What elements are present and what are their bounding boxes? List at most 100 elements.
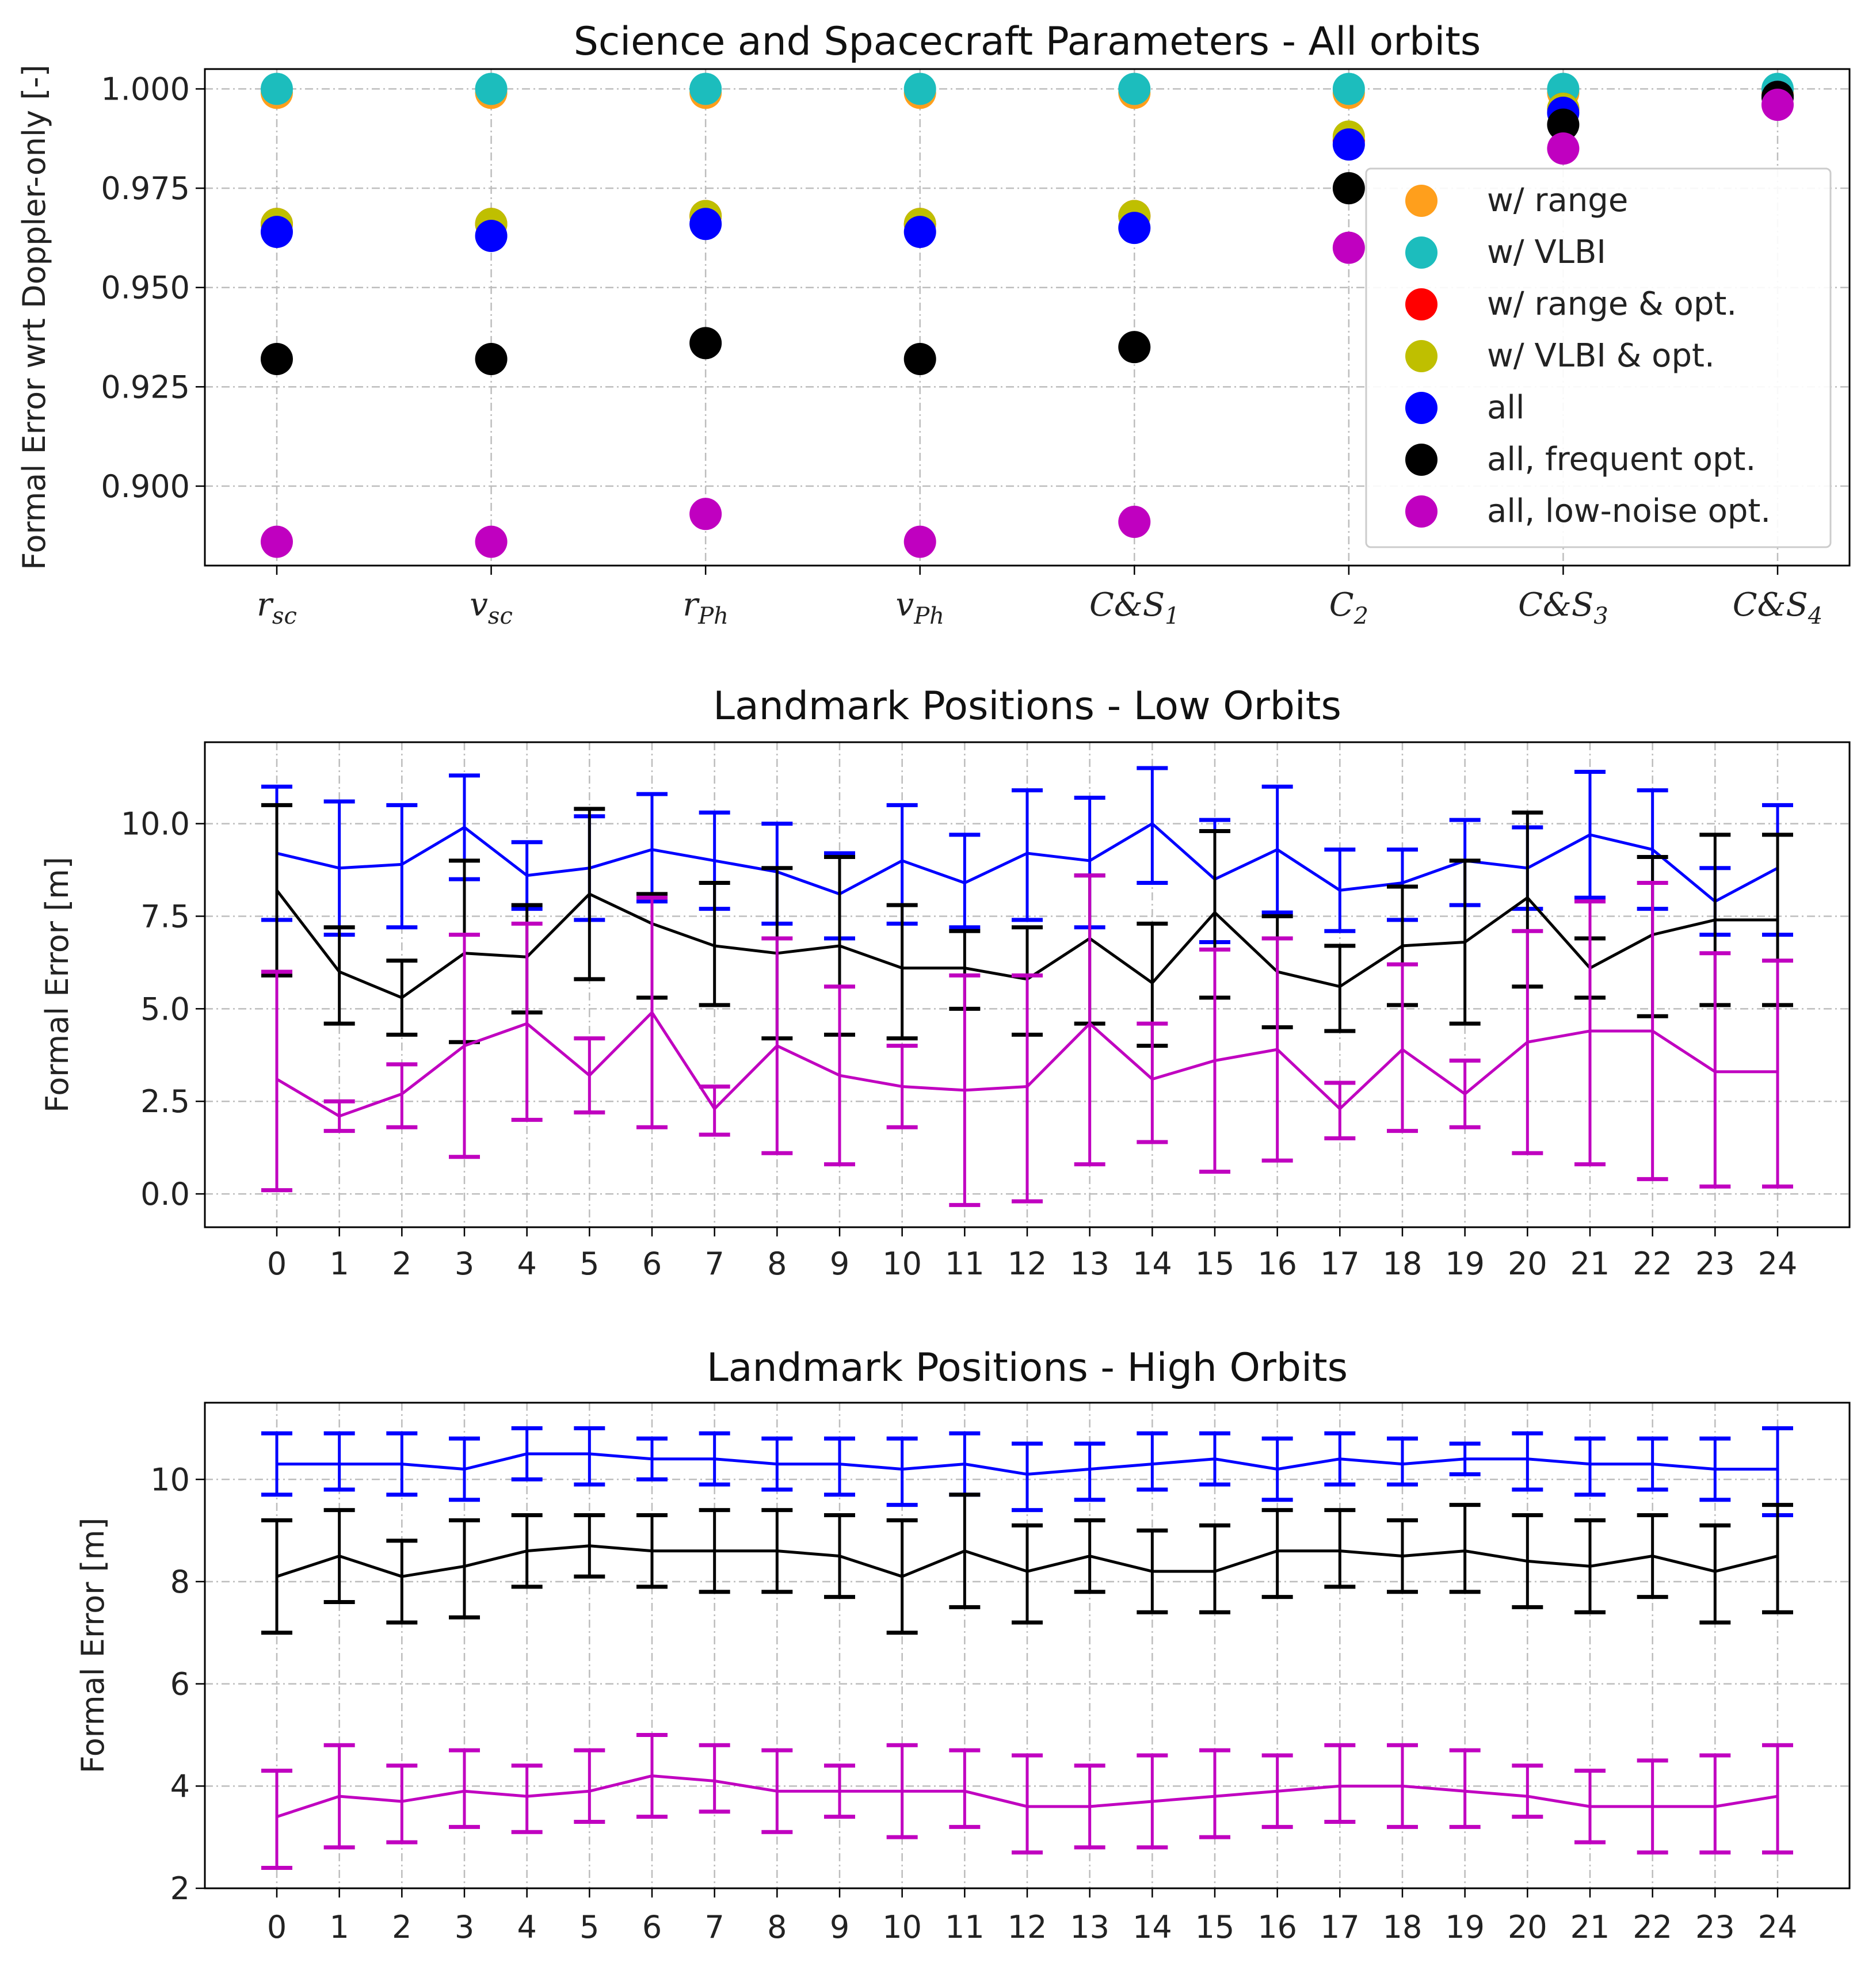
error-bar <box>949 833 981 930</box>
data-point <box>261 216 293 249</box>
legend-marker <box>1405 288 1437 320</box>
error-bar <box>1387 1436 1418 1487</box>
x-tick-label: 3 <box>455 1909 474 1945</box>
x-tick-label-sub: 1 <box>1165 603 1179 629</box>
x-tick-label: 18 <box>1383 1909 1423 1945</box>
error-bar <box>1387 962 1418 1133</box>
y-tick-label: 0.900 <box>101 468 190 505</box>
data-point <box>689 72 722 105</box>
series-all-low-noise-opt- <box>261 873 1793 1207</box>
x-tick-label: C&S1 <box>1089 586 1180 629</box>
y-axis-label: Formal Error wrt Doppler-only [-] <box>16 64 52 570</box>
error-bar <box>1574 1436 1606 1497</box>
y-tick-label: 8 <box>170 1564 190 1600</box>
x-tick-label: 3 <box>455 1246 474 1282</box>
error-bar <box>1261 1508 1293 1599</box>
series-all <box>261 1426 1793 1517</box>
x-tick-label: 10 <box>882 1909 922 1945</box>
error-bar <box>1074 1441 1105 1502</box>
x-tick-label: 1 <box>329 1246 349 1282</box>
y-tick-label: 4 <box>170 1768 190 1804</box>
error-bar <box>1137 1431 1168 1492</box>
series-line <box>276 1011 1778 1118</box>
x-tick-label-main: C&S <box>1089 586 1165 624</box>
x-tick-label: 16 <box>1257 1909 1297 1945</box>
x-tick-label: 19 <box>1445 1246 1485 1282</box>
error-bar <box>261 1769 292 1870</box>
data-point <box>475 72 508 105</box>
legend-box <box>1365 167 1832 548</box>
x-tick-label-sub: Ph <box>697 603 729 629</box>
y-tick-label: 0.950 <box>101 270 190 306</box>
x-tick-label: 19 <box>1445 1909 1485 1945</box>
x-tick-label: 20 <box>1508 1246 1547 1282</box>
y-axis-label: Formal Error [m] <box>39 857 75 1113</box>
x-tick-label: rPh <box>682 586 728 629</box>
series-all-low-noise-opt- <box>261 1732 1793 1870</box>
error-bar <box>1137 1021 1168 1144</box>
x-tick-label: 21 <box>1570 1246 1610 1282</box>
chart-panel-3: Landmark Positions - High Orbits Formal E… <box>75 1345 1851 1945</box>
x-tick-label: 4 <box>517 1909 536 1945</box>
error-bar <box>386 1062 418 1129</box>
error-bar <box>886 903 918 1041</box>
x-tick-label: 2 <box>392 1909 411 1945</box>
error-bar <box>886 1436 918 1507</box>
x-tick-label: 5 <box>579 1246 599 1282</box>
x-tick-label-sub: sc <box>488 603 513 629</box>
x-tick-label: 23 <box>1695 1909 1735 1945</box>
x-tick-label: vPh <box>896 586 944 629</box>
data-point <box>903 342 936 375</box>
x-tick-label-sub: 3 <box>1593 603 1608 629</box>
error-bar <box>1762 959 1793 1189</box>
x-tick-label: 15 <box>1195 1909 1235 1945</box>
legend-label: w/ range & opt. <box>1487 285 1737 323</box>
error-bar <box>1512 1763 1543 1819</box>
x-tick-label: 2 <box>392 1246 411 1282</box>
x-tick-label: 8 <box>767 1909 787 1945</box>
data-point <box>475 219 508 252</box>
data-point <box>475 342 508 375</box>
data-point <box>261 342 293 375</box>
error-bar <box>1199 1523 1230 1614</box>
x-tick-label-main: C&S <box>1518 586 1593 624</box>
x-tick-label: 4 <box>517 1246 536 1282</box>
data-point <box>689 498 722 530</box>
x-tick-label: vsc <box>470 586 513 629</box>
legend-marker <box>1405 444 1437 476</box>
legend-label: w/ range <box>1487 182 1628 219</box>
data-point <box>689 208 722 240</box>
x-tick-label: C2 <box>1329 586 1368 629</box>
chart-title: Landmark Positions - Low Orbits <box>713 684 1341 729</box>
x-tick-label-sub: Ph <box>913 603 944 629</box>
x-tick-label: 12 <box>1008 1246 1047 1282</box>
error-bar <box>1324 944 1356 1033</box>
data-point <box>689 327 722 360</box>
x-tick-label: 1 <box>329 1909 349 1945</box>
x-tick-label: 22 <box>1633 1246 1672 1282</box>
y-tick-label: 2 <box>170 1870 190 1907</box>
error-bar <box>699 1743 730 1814</box>
error-bar <box>1574 899 1606 1167</box>
legend-marker <box>1405 340 1437 372</box>
error-bar <box>1762 1426 1793 1517</box>
error-bar <box>323 1431 355 1492</box>
series-all-frequent-opt- <box>261 1492 1793 1635</box>
chart-panel-2: Landmark Positions - Low Orbits Formal Er… <box>39 684 1851 1282</box>
error-bar <box>386 1538 418 1625</box>
y-tick-label: 7.5 <box>140 898 190 934</box>
series-all-low-noise-opt- <box>261 89 1794 558</box>
error-bar <box>1012 973 1043 1204</box>
x-tick-label: 0 <box>267 1246 287 1282</box>
error-bar <box>1199 1748 1230 1839</box>
x-tick-label-sub: 4 <box>1808 603 1822 629</box>
error-bar <box>449 1518 480 1620</box>
x-tick-label: 7 <box>704 1909 724 1945</box>
x-tick-label: 15 <box>1195 1246 1235 1282</box>
data-point <box>261 72 293 105</box>
legend-marker <box>1405 495 1437 528</box>
x-tick-label: 5 <box>579 1909 599 1945</box>
error-bar <box>449 1748 480 1829</box>
series-line <box>276 1774 1778 1818</box>
